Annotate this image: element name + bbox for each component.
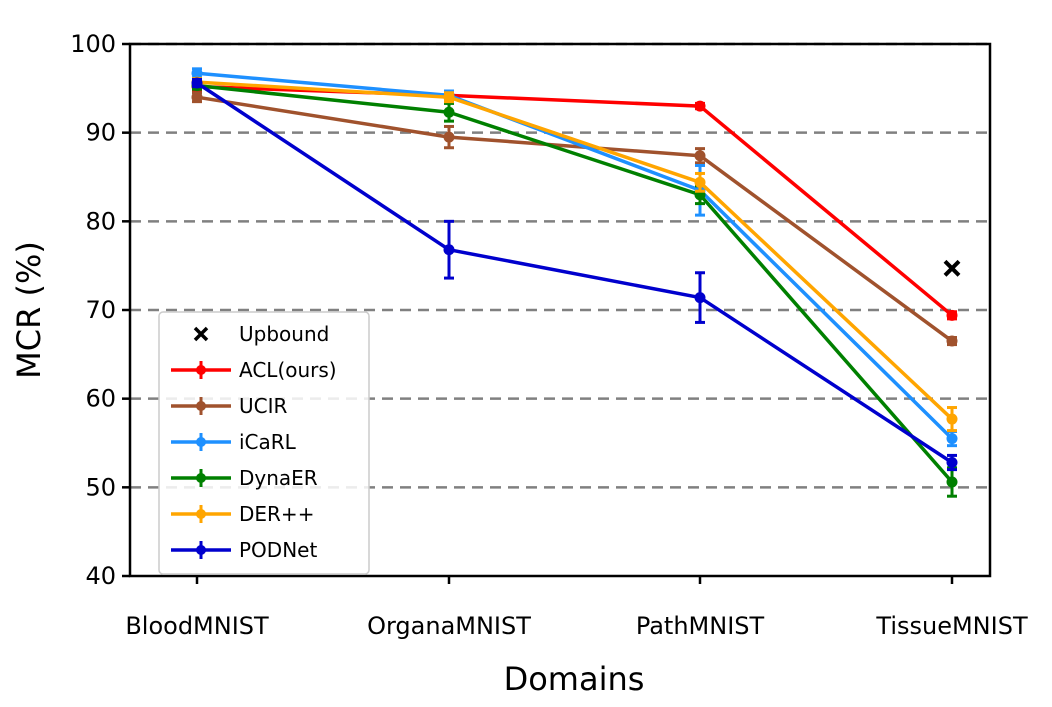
data-point-1-2 — [694, 150, 706, 162]
legend-label-4: DER++ — [239, 502, 314, 526]
data-point-3-1 — [443, 106, 455, 118]
x-tick-label-3: TissueMNIST — [875, 612, 1028, 640]
y-tick-label-90: 90 — [85, 119, 116, 147]
series-line-3 — [196, 83, 954, 484]
data-point-1-3 — [946, 335, 958, 347]
data-point-2-3 — [946, 433, 958, 445]
data-point-5-3 — [946, 457, 958, 469]
data-point-1-1 — [443, 131, 455, 143]
legend-label-0: ACL(ours) — [239, 358, 337, 382]
data-point-3-3 — [946, 476, 958, 488]
upbound-marker — [943, 259, 961, 277]
y-tick-label-80: 80 — [85, 207, 116, 235]
axis-ticks: 40 50 60 70 80 90 100 BloodMNIST OrganaMNIST Path… — [70, 30, 1028, 640]
legend-marker-2 — [196, 437, 206, 447]
x-tick-label-0: BloodMNIST — [125, 612, 269, 640]
y-axis-title: MCR (%) — [10, 241, 48, 379]
legend-marker-1 — [196, 401, 206, 411]
y-tick-label-50: 50 — [85, 473, 116, 501]
y-tick-label-70: 70 — [85, 296, 116, 324]
series-line-1 — [196, 95, 954, 343]
data-point-2-0 — [191, 67, 203, 79]
data-point-1-0 — [191, 91, 203, 103]
data-point-4-2 — [694, 176, 706, 188]
legend-marker-0 — [196, 365, 206, 375]
series-line-0 — [196, 84, 954, 317]
legend-label-3: DynaER — [239, 466, 318, 490]
legend-label-2: iCaRL — [239, 430, 297, 454]
y-tick-label-60: 60 — [85, 385, 116, 413]
data-point-5-2 — [694, 292, 706, 304]
series-line-4 — [196, 80, 954, 421]
legend-box — [158, 311, 370, 575]
x-tick-label-1: OrganaMNIST — [367, 612, 531, 640]
series-lines — [191, 67, 961, 498]
data-point-5-1 — [443, 244, 455, 256]
data-point-4-1 — [443, 91, 455, 103]
data-point-4-3 — [946, 413, 958, 425]
x-axis-title: Domains — [504, 660, 645, 698]
y-tick-label-40: 40 — [85, 562, 116, 590]
legend-label-5: PODNet — [239, 538, 317, 562]
legend-upbound-marker — [193, 326, 209, 342]
data-point-5-0 — [191, 77, 203, 89]
data-point-0-3 — [946, 309, 958, 321]
legend-marker-5 — [196, 545, 206, 555]
data-point-0-2 — [694, 100, 706, 112]
legend-marker-3 — [196, 473, 206, 483]
y-tick-label-100: 100 — [70, 30, 116, 58]
legend-marker-4 — [196, 509, 206, 519]
x-tick-label-2: PathMNIST — [636, 612, 765, 640]
series-line-5 — [196, 81, 953, 464]
legend-label-1: UCIR — [239, 394, 288, 418]
legend: Upbound ACL(ours) UCIR iCaRL DynaER DER++ PODN… — [158, 311, 370, 575]
legend-label-upbound: Upbound — [239, 322, 329, 346]
series-line-2 — [196, 71, 954, 440]
